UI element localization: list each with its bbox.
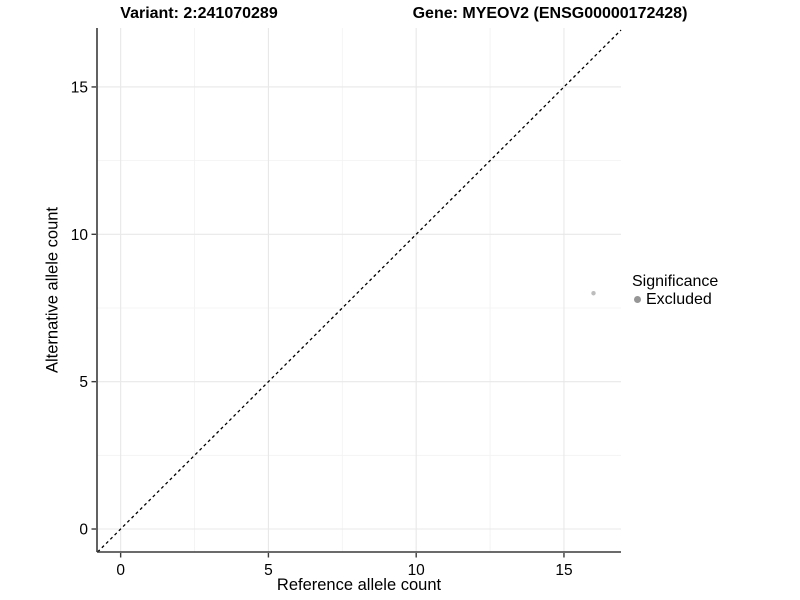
y-axis-title: Alternative allele count [43,206,62,374]
excluded-point-icon [634,296,641,303]
legend-title: Significance [632,273,719,290]
x-tick-label: 5 [264,562,273,579]
x-tick-label: 0 [116,562,125,579]
data-point [591,291,596,296]
x-tick-label: 15 [555,562,572,579]
gene-title: Gene: MYEOV2 (ENSG00000172428) [412,5,688,22]
legend-item-excluded: Excluded [632,291,718,308]
identity-line [97,29,622,553]
legend-item-label: Excluded [646,291,712,308]
y-tick-label: 0 [79,522,88,539]
legend: Significance Excluded [632,273,718,308]
y-tick-label: 15 [71,79,88,96]
x-axis-title: Reference allele count [276,576,442,594]
x-tick-label: 10 [408,562,426,579]
variant-title: Variant: 2:241070289 [120,5,278,22]
y-tick-label: 5 [79,374,88,391]
y-tick-label: 10 [71,227,89,244]
